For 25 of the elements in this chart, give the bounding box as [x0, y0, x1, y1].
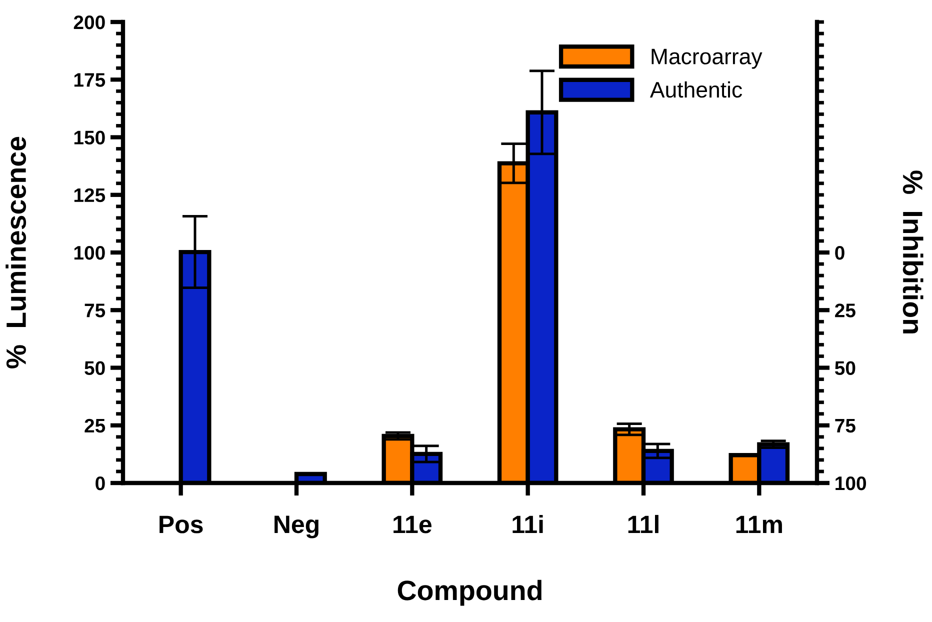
x-tick-label: 11i: [512, 514, 543, 534]
y2-tick-label: 75: [835, 419, 856, 433]
y-tick-label: 175: [74, 73, 106, 87]
y-tick-label: 75: [84, 304, 106, 318]
y-tick-label: 200: [74, 15, 105, 30]
y-tick-label: 50: [84, 361, 105, 375]
y-tick-label: 25: [84, 418, 106, 433]
y-tick-label: 125: [74, 188, 106, 202]
legend-label: Authentic: [650, 81, 742, 98]
legend-label: Macroarray: [652, 48, 762, 69]
y-tick-label: 100: [74, 246, 105, 260]
x-tick-label: Pos: [160, 516, 203, 534]
y-axis-title: % Luminescence: [6, 136, 26, 368]
y2-tick-label: 0: [835, 246, 844, 260]
y2-tick-label: 25: [835, 304, 856, 318]
y-tick-label: 0: [96, 476, 105, 490]
y2-tick-label: 50: [834, 361, 856, 375]
y-tick-label: 150: [74, 130, 105, 144]
x-axis-title: Compound: [398, 580, 542, 606]
x-tick-label: 11l: [628, 514, 658, 534]
x-tick-label: Neg: [274, 516, 318, 538]
x-tick-label: 11e: [394, 516, 432, 534]
x-tick-label: 11m: [736, 516, 782, 534]
y2-tick-label: 100: [836, 476, 866, 490]
y2-axis-title: % Inhibition: [902, 170, 924, 334]
